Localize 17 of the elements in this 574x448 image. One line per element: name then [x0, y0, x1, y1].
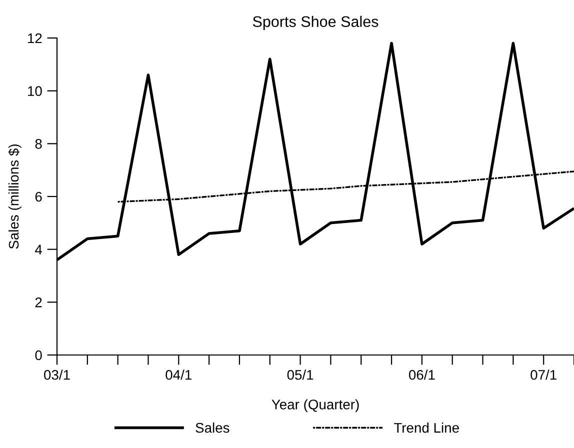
y-tick-label: 10: [28, 86, 42, 96]
x-tick-label: 07/1: [530, 370, 556, 380]
x-tick-label: 03/1: [44, 370, 70, 380]
y-tick-label: 4: [35, 244, 42, 254]
legend-label: Sales: [196, 422, 230, 433]
x-axis-title: Year (Quarter): [272, 399, 359, 412]
legend-label: Trend Line: [394, 422, 459, 433]
chart-title: Sports Shoe Sales: [252, 16, 378, 30]
y-tick-label: 2: [35, 298, 42, 308]
y-tick-label: 6: [35, 192, 42, 202]
x-tick-label: 06/1: [408, 370, 435, 380]
y-tick-label: 0: [35, 350, 42, 360]
y-axis-title: Sales (millions $): [8, 144, 22, 249]
y-tick-label: 8: [35, 139, 42, 149]
x-tick-label: 04/1: [166, 370, 192, 380]
x-tick-label: 05/1: [287, 370, 314, 380]
y-tick-label: 12: [28, 33, 42, 44]
